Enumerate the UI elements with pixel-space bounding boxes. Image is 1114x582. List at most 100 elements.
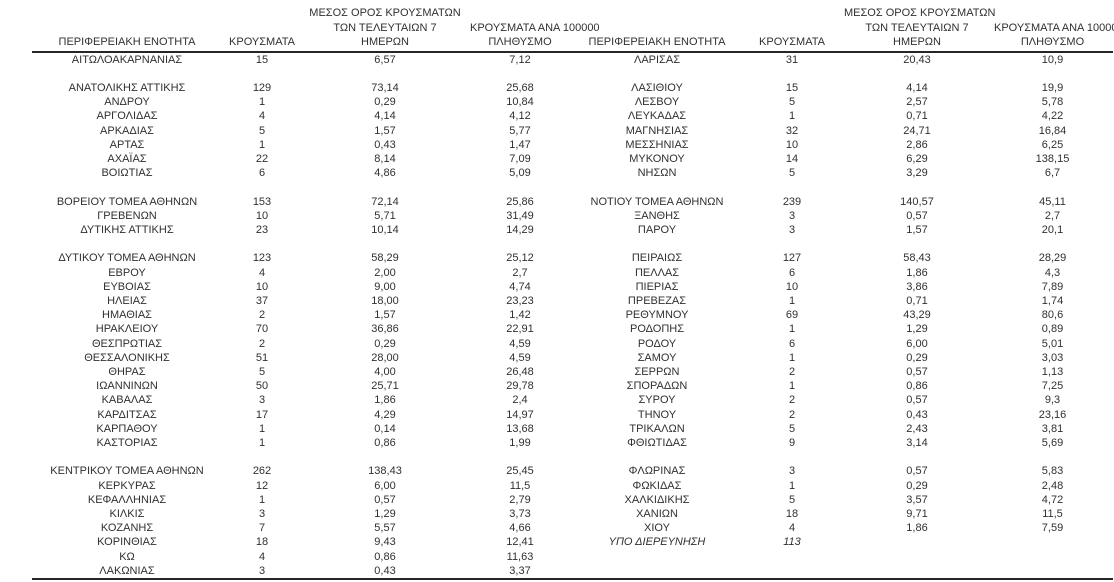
per100k-cell: 7,89: [1041, 280, 1064, 293]
per100k-header-left: ΚΡΟΥΣΜΑΤΑ ΑΝΑ 100000 ΠΛΗΘΥΣΜΟ: [468, 6, 600, 53]
cases-cell: 3: [258, 508, 266, 520]
cases-cell: 3: [258, 394, 266, 407]
region-cell: ΤΗΝΟΥ: [637, 408, 677, 421]
per100k-cell: 2,4: [512, 394, 528, 407]
avg7-cell: 0,29: [374, 337, 396, 350]
avg7-cell: 20,43: [903, 53, 931, 66]
table-row: ΑΙΤΩΛΟΑΚΑΡΝΑΝΙΑΣ 15 6,57 7,12 ΛΑΡΙΣΑΣ 31 20,43…: [32, 52, 1113, 67]
table-row: ΚΟΖΑΝΗΣ 7 5,57 4,66 ΧΙΟΥ 4 1,86 7,59: [32, 521, 1113, 535]
per100k-cell: 28,29: [1038, 252, 1067, 265]
region-cell: ΚΕΡΚΥΡΑΣ: [98, 479, 156, 492]
cases-cell: 7: [258, 522, 266, 535]
cases-cell: 2: [258, 309, 266, 322]
avg7-cell: 5,57: [374, 522, 396, 535]
cases-cell: 14: [785, 152, 799, 165]
per100k-cell: 3,37: [509, 564, 531, 577]
table-row: ΒΟΡΕΙΟΥ ΤΟΜΕΑ ΑΘΗΝΩΝ 153 72,14 25,86 ΝΟΤΙΟΥ …: [32, 195, 1113, 209]
avg7-cell: [842, 450, 992, 464]
per100k-cell: [992, 535, 1113, 549]
region-cell: ΡΕΘΥΜΝΟΥ: [625, 309, 689, 322]
region-cell: [32, 67, 222, 81]
per100k-cell: 25,68: [506, 81, 534, 94]
avg7-cell: 0,57: [906, 209, 928, 222]
cases-cell: 129: [252, 81, 272, 94]
avg7-cell: 1,86: [906, 266, 928, 279]
per100k-cell: 11,63: [506, 550, 534, 563]
cases-cell: [742, 180, 842, 194]
region-cell: [32, 450, 222, 464]
region-cell: ΚΟΡΙΝΘΙΑΣ: [97, 536, 157, 549]
region-cell: ΜΑΓΝΗΣΙΑΣ: [625, 124, 689, 137]
region-cell: ΘΕΣΣΑΛΟΝΙΚΗΣ: [84, 351, 170, 364]
table-row: ΑΝΑΤΟΛΙΚΗΣ ΑΤΤΙΚΗΣ 129 73,14 25,68 ΛΑΣΙΘΙΟΥ 1…: [32, 81, 1113, 95]
region-cell: ΒΟΡΕΙΟΥ ΤΟΜΕΑ ΑΘΗΝΩΝ: [56, 195, 198, 208]
cases-cell: 1: [788, 479, 796, 492]
region-cell: ΑΡΓΟΛΙΔΑΣ: [96, 110, 158, 123]
per100k-cell: 45,11: [1039, 195, 1066, 208]
avg7-cell: 36,86: [371, 323, 399, 336]
per100k-cell: [992, 67, 1113, 81]
cases-cell: 23: [255, 223, 269, 236]
table-row: ΚΑΡΔΙΤΣΑΣ 17 4,29 14,97 ΤΗΝΟΥ 2 0,43 23,16: [32, 408, 1113, 422]
region-header-left: ΠΕΡΙΦΕΡΕΙΑΚΗ ΕΝΟΤΗΤΑ: [32, 6, 222, 53]
avg7-cell: 1,86: [906, 522, 928, 535]
per100k-cell: 0,89: [1041, 323, 1064, 336]
region-cell: ΑΙΤΩΛΟΑΚΑΡΝΑΝΙΑΣ: [71, 53, 183, 66]
region-cell: ΘΕΣΠΡΩΤΙΑΣ: [91, 337, 163, 350]
cases-cell: 2: [788, 365, 796, 378]
cases-cell: 123: [252, 252, 272, 265]
table-row: ΕΒΡΟΥ 4 2,00 2,7 ΠΕΛΛΑΣ 6 1,86 4,3: [32, 266, 1113, 280]
per100k-cell: 20,1: [1041, 223, 1064, 236]
cases-cell: 10: [785, 280, 799, 293]
cases-cell: 2: [788, 408, 796, 421]
cases-cell: 3: [258, 564, 266, 577]
cases-cell: 51: [255, 351, 269, 364]
avg7-cell: 1,57: [374, 309, 396, 322]
region-cell: ΕΒΡΟΥ: [108, 266, 146, 279]
cases-by-regional-unit-table: ΠΕΡΙΦΕΡΕΙΑΚΗ ΕΝΟΤΗΤΑ ΚΡΟΥΣΜΑΤΑ ΜΕΣΟΣ ΟΡΟ…: [32, 6, 1114, 581]
per100k-cell: 23,16: [1038, 408, 1067, 421]
avg7-cell: 0,57: [374, 493, 396, 506]
avg7-cell: 4,86: [374, 167, 396, 180]
avg7-cell: 2,86: [906, 138, 928, 151]
avg7-cell: 9,43: [374, 536, 396, 549]
region-cell: ΒΟΙΩΤΙΑΣ: [101, 167, 153, 180]
avg7-header-line3: ΗΜΕΡΩΝ: [893, 36, 941, 48]
avg7-cell: 0,71: [906, 110, 928, 123]
cases-header-label: ΚΡΟΥΣΜΑΤΑ: [759, 36, 825, 48]
avg7-cell: 58,29: [371, 252, 399, 265]
per100k-cell: 5,83: [1041, 465, 1064, 478]
cases-header-right: ΚΡΟΥΣΜΑΤΑ: [742, 6, 842, 53]
avg7-cell: 0,86: [374, 436, 396, 449]
per100k-cell: 9,3: [1044, 394, 1061, 407]
table-row: [32, 237, 1113, 251]
region-cell: ΛΑΡΙΣΑΣ: [633, 53, 680, 66]
cases-cell: [222, 237, 302, 251]
region-cell: ΛΑΚΩΝΙΑΣ: [99, 564, 155, 577]
region-cell: [572, 550, 742, 564]
per100k-cell: 1,47: [509, 138, 531, 151]
avg7-cell: 0,57: [906, 394, 928, 407]
avg7-cell: 9,00: [374, 280, 396, 293]
region-cell: ΝΗΣΩΝ: [637, 167, 677, 180]
table-row: ΚΑΒΑΛΑΣ 3 1,86 2,4 ΣΥΡΟΥ 2 0,57 9,3: [32, 393, 1113, 407]
per100k-cell: 2,7: [512, 266, 528, 279]
table-row: ΘΕΣΣΑΛΟΝΙΚΗΣ 51 28,00 4,59 ΣΑΜΟΥ 1 0,29 3,03: [32, 351, 1113, 365]
per100k-cell: 3,73: [509, 508, 531, 520]
region-cell: [572, 237, 742, 251]
region-cell: ΗΛΕΙΑΣ: [107, 294, 147, 307]
cases-cell: 69: [785, 309, 799, 322]
region-cell: ΜΕΣΣΗΝΙΑΣ: [625, 138, 689, 151]
cases-cell: 127: [782, 252, 802, 265]
avg7-cell: 5,71: [374, 209, 396, 222]
table-row: ΑΝΔΡΟΥ 1 0,29 10,84 ΛΕΣΒΟΥ 5 2,57 5,78: [32, 95, 1113, 109]
avg7-cell: 1,86: [374, 394, 396, 407]
avg7-cell: [302, 180, 468, 194]
per100k-cell: 11,5: [1042, 508, 1063, 520]
region-cell: ΕΥΒΟΙΑΣ: [103, 280, 151, 293]
avg7-cell: 3,86: [906, 280, 928, 293]
per100k-header-line2: ΠΛΗΘΥΣΜΟ: [1020, 36, 1085, 48]
avg7-cell: [842, 535, 992, 549]
per100k-cell: 4,22: [1041, 110, 1064, 123]
avg7-cell: 138,43: [368, 465, 402, 478]
